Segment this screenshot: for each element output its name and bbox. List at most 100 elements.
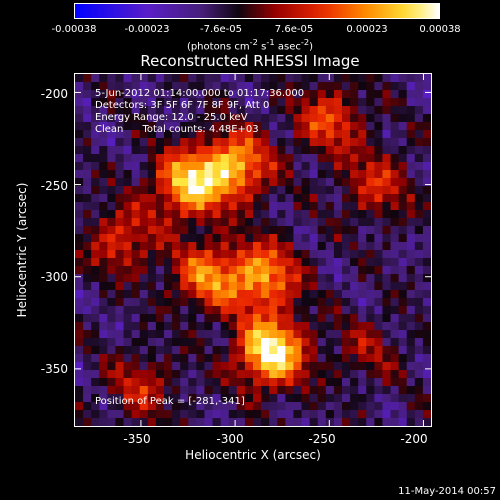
- heatmap-cell: [317, 346, 327, 355]
- heatmap-cell: [398, 370, 408, 379]
- unit-part: s: [257, 41, 267, 53]
- heatmap-cell: [91, 330, 100, 339]
- heatmap-cell: [212, 146, 222, 155]
- heatmap-cell: [277, 338, 286, 347]
- heatmap-cell: [301, 74, 311, 83]
- heatmap-cell: [285, 74, 295, 83]
- heatmap-cell: [309, 370, 319, 379]
- heatmap-cell: [115, 106, 125, 115]
- heatmap-cell: [139, 90, 149, 99]
- heatmap-cell: [236, 410, 246, 419]
- heatmap-cell: [115, 346, 125, 355]
- heatmap-cell: [390, 362, 400, 371]
- heatmap-cell: [107, 170, 117, 179]
- heatmap-cell: [131, 386, 141, 395]
- heatmap-cell: [180, 362, 189, 371]
- heatmap-cell: [164, 170, 173, 179]
- heatmap-cell: [244, 298, 254, 307]
- heatmap-cell: [366, 226, 375, 235]
- heatmap-cell: [212, 258, 222, 267]
- heatmap-cell: [188, 314, 197, 323]
- heatmap-cell: [155, 178, 165, 187]
- heatmap-cell: [107, 386, 117, 395]
- heatmap-cell: [83, 258, 92, 267]
- heatmap-cell: [91, 346, 100, 355]
- heatmap-cell: [382, 178, 392, 187]
- heatmap-cell: [228, 378, 238, 387]
- heatmap-cell: [253, 274, 262, 283]
- heatmap-cell: [358, 330, 367, 339]
- heatmap-cell: [309, 250, 319, 259]
- heatmap-cell: [414, 122, 424, 131]
- heatmap-cell: [422, 106, 431, 115]
- heatmap-cell: [164, 186, 173, 195]
- heatmap-cell: [180, 162, 189, 171]
- heatmap-cell: [147, 178, 157, 187]
- heatmap-cell: [366, 282, 375, 291]
- heatmap-cell: [253, 74, 262, 83]
- heatmap-cell: [115, 298, 125, 307]
- heatmap-cell: [253, 386, 262, 395]
- heatmap-cell: [139, 194, 149, 203]
- heatmap-cell: [188, 378, 197, 387]
- heatmap-cell: [139, 242, 149, 251]
- heatmap-cell: [83, 130, 92, 139]
- heatmap-cell: [107, 114, 117, 123]
- heatmap-cell: [422, 410, 431, 419]
- heatmap-cell: [204, 234, 214, 243]
- heatmap-cell: [139, 290, 149, 299]
- heatmap-cell: [115, 114, 125, 123]
- heatmap-cell: [75, 98, 84, 107]
- heatmap-cell: [277, 138, 286, 147]
- heatmap-cell: [83, 226, 92, 235]
- heatmap-cell: [317, 266, 327, 275]
- heatmap-cell: [350, 242, 359, 251]
- heatmap-cell: [107, 130, 117, 139]
- heatmap-cell: [172, 122, 181, 131]
- heatmap-cell: [342, 346, 351, 355]
- heatmap-cell: [164, 218, 173, 227]
- heatmap-cell: [155, 98, 165, 107]
- heatmap-cell: [269, 354, 278, 363]
- heatmap-cell: [398, 386, 408, 395]
- heatmap-cell: [358, 114, 367, 123]
- heatmap-cell: [204, 266, 214, 275]
- heatmap-cell: [277, 170, 286, 179]
- heatmap-cell: [244, 210, 254, 219]
- heatmap-cell: [317, 314, 327, 323]
- heatmap-cell: [99, 90, 108, 99]
- heatmap-cell: [414, 362, 424, 371]
- heatmap-cell: [382, 122, 392, 131]
- heatmap-cell: [91, 146, 100, 155]
- heatmap-cell: [83, 298, 92, 307]
- heatmap-cell: [155, 242, 165, 251]
- heatmap-cell: [91, 114, 100, 123]
- heatmap-cell: [374, 402, 384, 411]
- heatmap-cell: [269, 226, 278, 235]
- heatmap-cell: [83, 250, 92, 259]
- heatmap-cell: [164, 410, 173, 419]
- heatmap-cell: [422, 170, 431, 179]
- peak-position-label: Position of Peak = [-281,-341]: [95, 396, 245, 407]
- heatmap-cell: [422, 74, 431, 83]
- heatmap-cell: [188, 130, 197, 139]
- heatmap-cell: [414, 250, 424, 259]
- heatmap-cell: [309, 394, 319, 403]
- heatmap-cell: [325, 394, 335, 403]
- colorbar-tick: 7.6e-05: [274, 24, 314, 35]
- heatmap-cell: [333, 218, 343, 227]
- heatmap-cell: [390, 330, 400, 339]
- heatmap-cell: [269, 322, 278, 331]
- heatmap-cell: [382, 194, 392, 203]
- heatmap-cell: [374, 130, 384, 139]
- heatmap-cell: [301, 90, 311, 99]
- heatmap-cell: [236, 170, 246, 179]
- heatmap-cell: [107, 338, 117, 347]
- heatmap-cell: [83, 306, 92, 315]
- heatmap-cell: [374, 202, 384, 211]
- heatmap-cell: [414, 194, 424, 203]
- heatmap-cell: [139, 306, 149, 315]
- heatmap-cell: [196, 402, 206, 411]
- heatmap-cell: [301, 370, 311, 379]
- heatmap-cell: [350, 162, 359, 171]
